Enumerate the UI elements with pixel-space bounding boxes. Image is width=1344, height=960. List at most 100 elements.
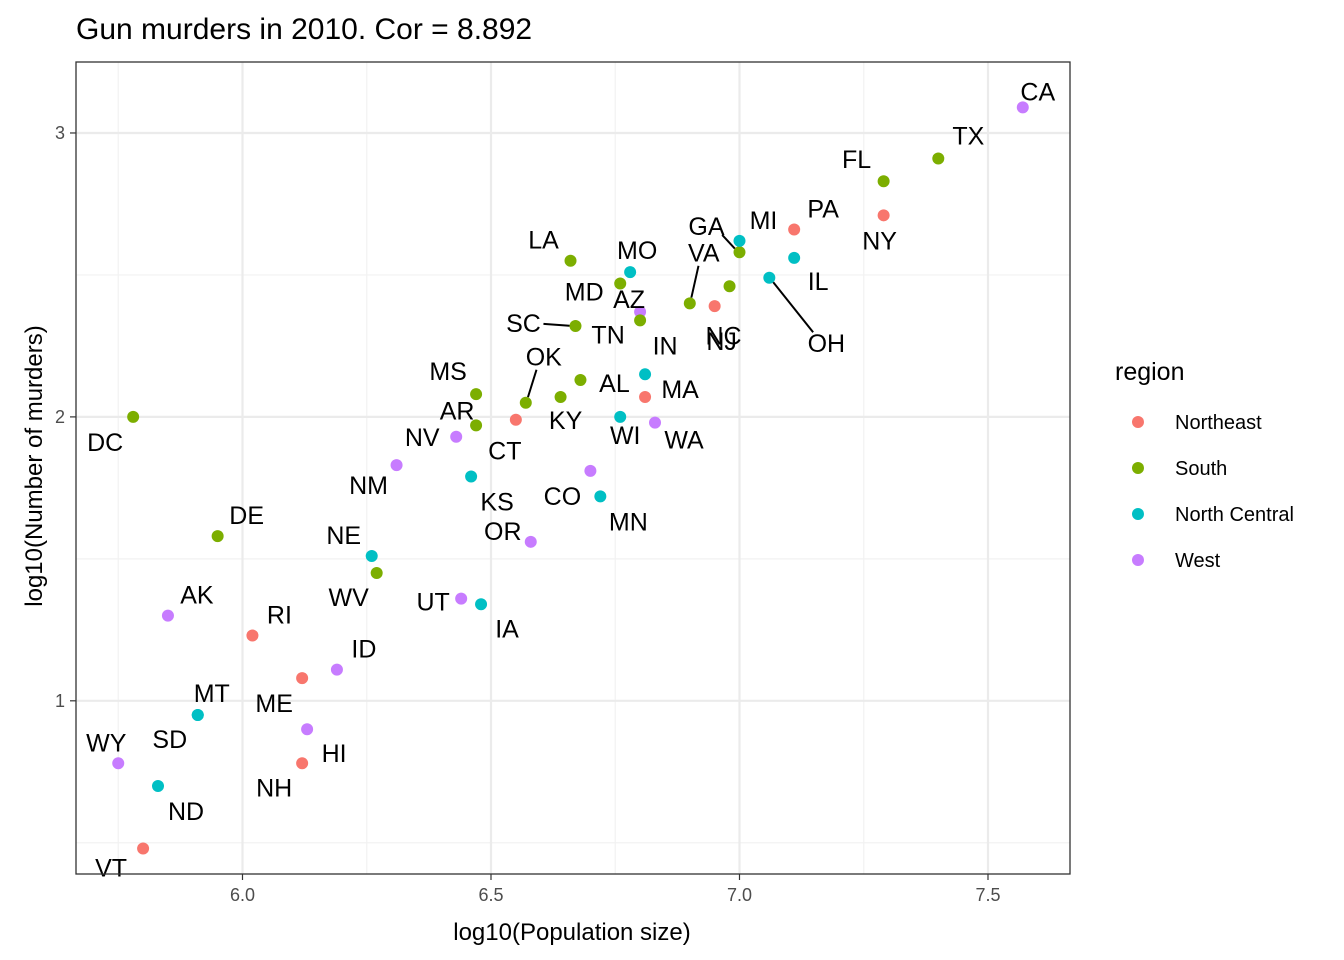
point-dc bbox=[127, 410, 140, 423]
point-label-ny: NY bbox=[862, 227, 897, 255]
point-ar bbox=[470, 419, 483, 432]
point-il bbox=[788, 251, 801, 264]
point-de bbox=[211, 530, 224, 543]
legend-label-0: Northeast bbox=[1175, 412, 1262, 434]
label-connector-sc bbox=[543, 322, 570, 327]
point-label-nd: ND bbox=[168, 798, 204, 826]
point-ia bbox=[475, 598, 488, 611]
point-label-or: OR bbox=[484, 518, 522, 546]
point-label-la: LA bbox=[528, 227, 559, 255]
point-label-ms: MS bbox=[429, 358, 467, 386]
label-connector-va bbox=[690, 265, 700, 298]
x-tick-label: 7.5 bbox=[975, 885, 1000, 905]
point-label-al: AL bbox=[599, 370, 630, 398]
legend-key-3 bbox=[1132, 554, 1144, 566]
point-label-wv: WV bbox=[329, 584, 370, 612]
legend-key-2 bbox=[1132, 508, 1144, 520]
legend-title: region bbox=[1115, 358, 1185, 386]
point-vt bbox=[137, 842, 150, 855]
point-label-nh: NH bbox=[256, 774, 292, 802]
point-or bbox=[524, 535, 537, 548]
point-ok bbox=[519, 396, 532, 409]
point-ma bbox=[639, 391, 652, 404]
point-fl bbox=[877, 175, 890, 188]
point-label-me: ME bbox=[255, 690, 293, 718]
point-nc bbox=[723, 280, 736, 293]
point-label-ks: KS bbox=[480, 489, 513, 517]
label-connector-oh bbox=[772, 281, 814, 333]
point-ca bbox=[1016, 101, 1029, 114]
point-nd bbox=[152, 779, 165, 792]
point-nv bbox=[450, 430, 463, 443]
y-axis: 1 2 3 bbox=[55, 123, 76, 711]
x-tick-label: 6.5 bbox=[478, 885, 503, 905]
plot-panel bbox=[76, 62, 1070, 874]
legend-key-0 bbox=[1132, 416, 1144, 428]
point-label-md: MD bbox=[565, 278, 604, 306]
point-mo bbox=[624, 266, 637, 279]
y-axis-title: log10(Number of murders) bbox=[21, 325, 48, 606]
point-label-pa: PA bbox=[807, 196, 839, 224]
x-tick-label: 7.0 bbox=[727, 885, 752, 905]
point-label-in: IN bbox=[653, 332, 678, 360]
label-connector-ok bbox=[527, 369, 538, 398]
point-tx bbox=[932, 152, 945, 165]
point-label-ia: IA bbox=[495, 615, 519, 643]
point-label-ma: MA bbox=[661, 376, 699, 404]
x-axis-title: log10(Population size) bbox=[453, 919, 690, 946]
point-ga bbox=[733, 246, 746, 259]
point-label-co: CO bbox=[544, 483, 582, 511]
point-al bbox=[574, 373, 587, 386]
point-mi bbox=[733, 234, 746, 247]
point-label-ne: NE bbox=[326, 522, 361, 550]
point-ak bbox=[161, 609, 174, 622]
legend-label-3: West bbox=[1175, 550, 1221, 572]
point-label-tx: TX bbox=[952, 123, 984, 151]
point-label-mn: MN bbox=[609, 508, 648, 536]
point-mn bbox=[594, 490, 607, 503]
point-label-mi: MI bbox=[750, 207, 778, 235]
point-label-dc: DC bbox=[87, 429, 123, 457]
point-label-nv: NV bbox=[405, 424, 440, 452]
point-id bbox=[330, 663, 343, 676]
label-connector-ga bbox=[721, 234, 736, 250]
point-label-ct: CT bbox=[488, 438, 521, 466]
point-label-ak: AK bbox=[180, 582, 214, 610]
point-ky bbox=[554, 391, 567, 404]
point-label-nm: NM bbox=[349, 472, 388, 500]
point-ny bbox=[877, 209, 890, 222]
point-tn bbox=[634, 314, 647, 327]
point-label-ga: GA bbox=[688, 213, 724, 241]
point-co bbox=[584, 464, 597, 477]
data-points bbox=[112, 101, 1029, 855]
point-in bbox=[639, 368, 652, 381]
point-label-nj: NJ bbox=[706, 328, 737, 356]
point-sc bbox=[569, 320, 582, 333]
y-tick-label: 1 bbox=[55, 691, 65, 711]
plot-background bbox=[76, 62, 1070, 874]
point-label-oh: OH bbox=[808, 330, 846, 358]
plot-border bbox=[75, 61, 1071, 875]
point-la bbox=[564, 254, 577, 267]
legend: region Northeast South North Central West bbox=[1115, 358, 1294, 572]
point-md bbox=[614, 277, 627, 290]
point-label-sc: SC bbox=[506, 310, 541, 338]
point-nj bbox=[708, 300, 721, 313]
point-wv bbox=[370, 567, 383, 580]
point-ne bbox=[365, 550, 378, 563]
point-ks bbox=[465, 470, 478, 483]
point-label-ok: OK bbox=[526, 344, 562, 372]
legend-label-2: North Central bbox=[1175, 504, 1294, 526]
chart-title: Gun murders in 2010. Cor = 8.892 bbox=[76, 13, 532, 46]
point-label-il: IL bbox=[808, 268, 829, 296]
point-label-wa: WA bbox=[664, 427, 704, 455]
point-label-ca: CA bbox=[1020, 78, 1055, 106]
point-wi bbox=[614, 410, 627, 423]
point-oh bbox=[763, 271, 776, 284]
point-wa bbox=[649, 416, 662, 429]
point-label-fl: FL bbox=[842, 146, 871, 174]
point-label-ri: RI bbox=[267, 602, 292, 630]
y-tick-label: 2 bbox=[55, 407, 65, 427]
point-label-mo: MO bbox=[617, 237, 657, 265]
point-label-de: DE bbox=[229, 502, 264, 530]
